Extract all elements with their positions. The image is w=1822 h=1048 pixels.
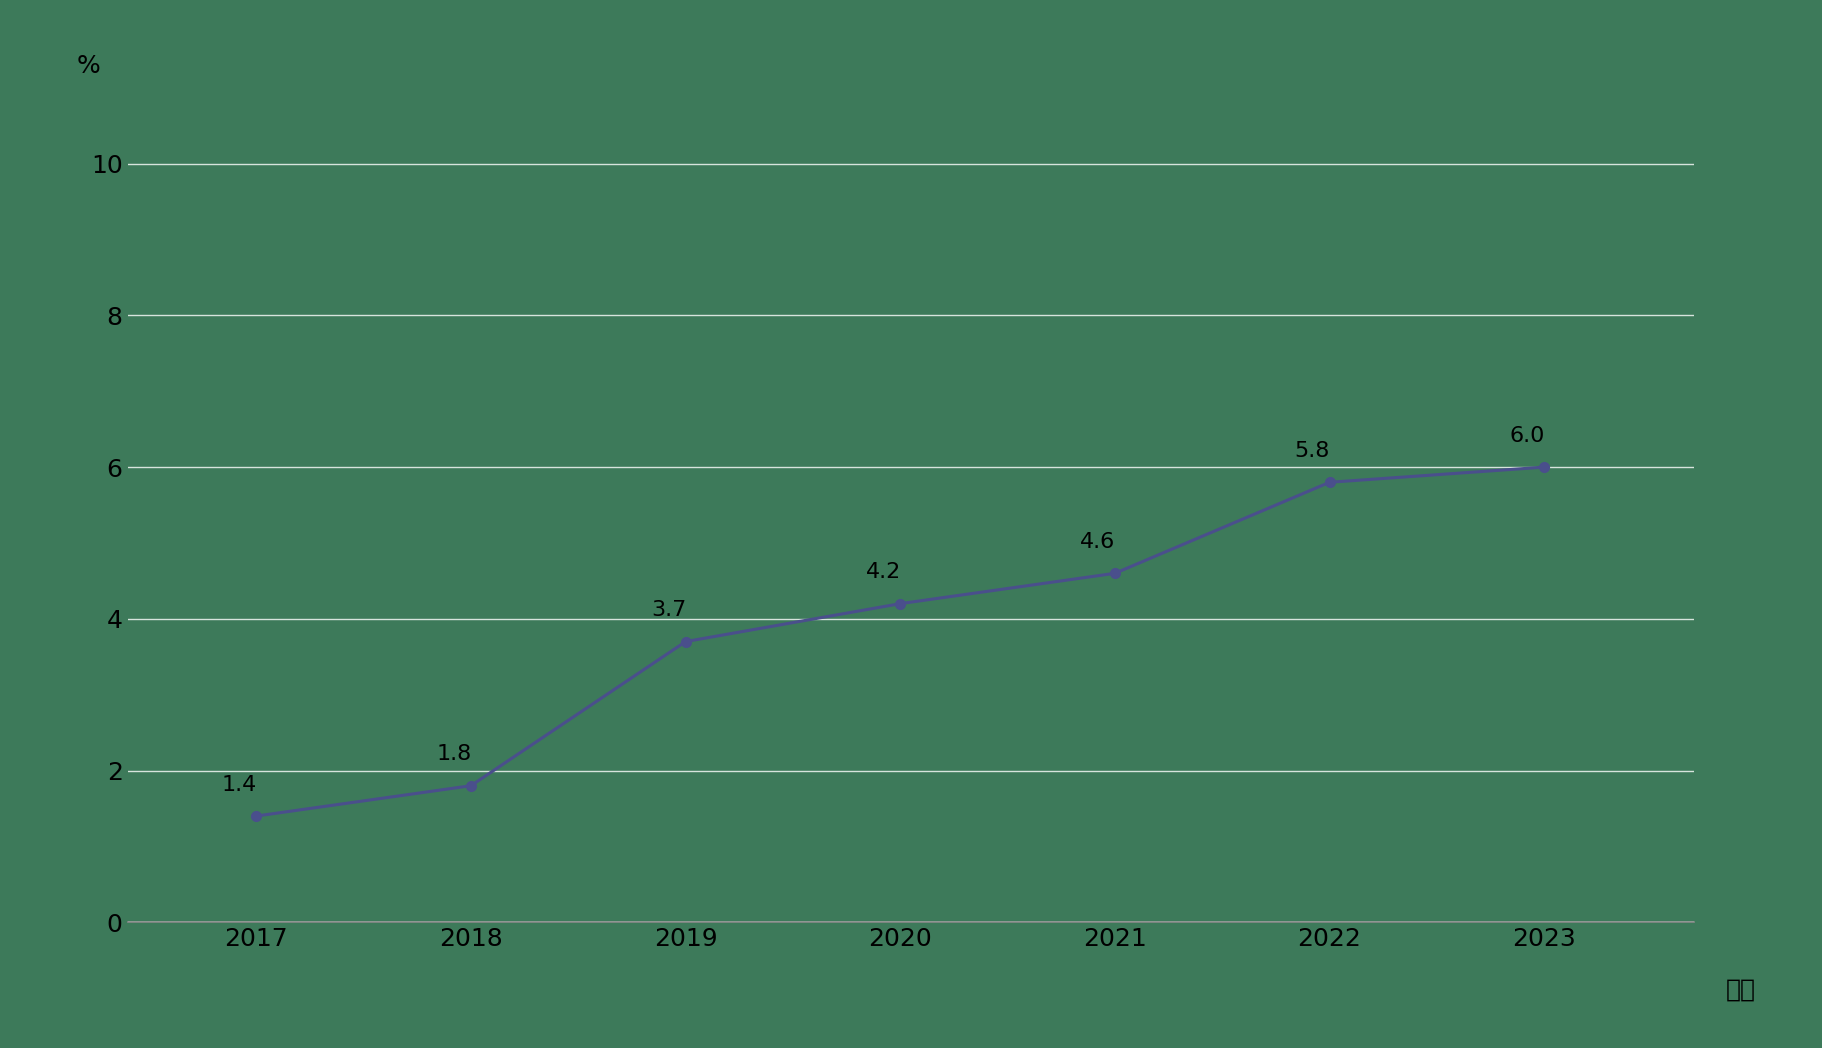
Text: 5.8: 5.8	[1295, 441, 1330, 461]
Text: 4.2: 4.2	[865, 563, 900, 583]
Text: 1.8: 1.8	[435, 744, 472, 764]
Text: 1.4: 1.4	[222, 774, 257, 794]
Text: 6.0: 6.0	[1509, 425, 1545, 445]
Text: 4.6: 4.6	[1080, 532, 1115, 552]
Text: %: %	[77, 53, 100, 78]
Text: 年度: 年度	[1725, 978, 1756, 1002]
Text: 3.7: 3.7	[650, 601, 687, 620]
